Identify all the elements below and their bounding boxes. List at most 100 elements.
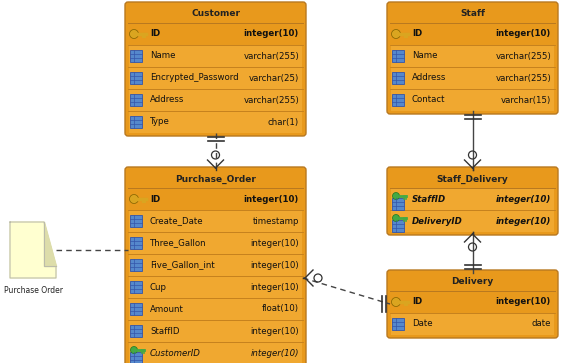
Bar <box>130 325 142 337</box>
Bar <box>129 111 302 132</box>
Bar <box>391 291 554 313</box>
Text: ID: ID <box>412 298 422 306</box>
Text: integer(10): integer(10) <box>251 348 299 358</box>
Bar <box>391 211 554 232</box>
Bar <box>129 298 302 319</box>
Text: Address: Address <box>412 73 447 82</box>
Circle shape <box>130 29 139 38</box>
Bar <box>130 94 142 106</box>
Bar <box>392 50 404 62</box>
Text: integer(10): integer(10) <box>250 238 299 248</box>
Bar <box>129 254 302 276</box>
Text: Customer: Customer <box>191 9 240 19</box>
Text: StaffID: StaffID <box>412 195 446 204</box>
Text: integer(10): integer(10) <box>496 216 551 225</box>
Text: varchar(255): varchar(255) <box>243 52 299 61</box>
FancyBboxPatch shape <box>387 270 558 338</box>
Bar <box>391 314 554 334</box>
Circle shape <box>130 195 139 204</box>
Text: Three_Gallon: Three_Gallon <box>150 238 207 248</box>
Text: Create_Date: Create_Date <box>150 216 204 225</box>
Bar <box>129 24 302 45</box>
Text: Purchase_Order: Purchase_Order <box>175 175 256 184</box>
Text: integer(10): integer(10) <box>244 195 299 204</box>
Bar <box>130 215 142 227</box>
Bar <box>129 90 302 110</box>
Bar <box>392 198 404 210</box>
Bar <box>130 303 142 315</box>
Text: ID: ID <box>412 29 422 38</box>
FancyBboxPatch shape <box>125 2 306 136</box>
Bar <box>391 90 554 110</box>
Text: integer(10): integer(10) <box>496 29 551 38</box>
Text: integer(10): integer(10) <box>250 326 299 335</box>
Bar <box>130 50 142 62</box>
Bar <box>391 24 554 45</box>
Bar <box>129 45 302 66</box>
Circle shape <box>131 347 138 354</box>
Text: ID: ID <box>150 29 160 38</box>
Text: Address: Address <box>150 95 184 105</box>
Text: date: date <box>532 319 551 329</box>
Text: Date: Date <box>412 319 433 329</box>
FancyBboxPatch shape <box>387 2 558 114</box>
FancyBboxPatch shape <box>125 167 306 363</box>
Text: char(1): char(1) <box>268 118 299 126</box>
Bar <box>129 68 302 89</box>
Text: varchar(255): varchar(255) <box>243 95 299 105</box>
Text: Cup: Cup <box>150 282 167 291</box>
FancyBboxPatch shape <box>387 167 558 235</box>
Bar <box>130 237 142 249</box>
Bar <box>129 277 302 298</box>
Bar <box>129 188 302 209</box>
Bar <box>129 343 302 363</box>
Text: Contact: Contact <box>412 95 445 105</box>
Text: Name: Name <box>412 52 437 61</box>
Text: float(10): float(10) <box>262 305 299 314</box>
Text: Five_Gallon_int: Five_Gallon_int <box>150 261 215 269</box>
Text: Amount: Amount <box>150 305 184 314</box>
Text: integer(10): integer(10) <box>244 29 299 38</box>
Text: integer(10): integer(10) <box>496 195 551 204</box>
Bar <box>130 72 142 84</box>
Text: CustomerID: CustomerID <box>150 348 201 358</box>
Text: varchar(25): varchar(25) <box>249 73 299 82</box>
Circle shape <box>392 29 400 38</box>
Bar <box>391 188 554 209</box>
Text: DeliveryID: DeliveryID <box>412 216 463 225</box>
Text: Encrypted_Password: Encrypted_Password <box>150 73 239 82</box>
Text: Purchase Order: Purchase Order <box>3 286 62 295</box>
Text: Staff: Staff <box>460 9 485 19</box>
Bar <box>129 321 302 342</box>
Polygon shape <box>10 222 56 278</box>
Bar <box>129 232 302 253</box>
Text: Name: Name <box>150 52 175 61</box>
Bar <box>391 45 554 66</box>
Bar <box>391 68 554 89</box>
Text: varchar(255): varchar(255) <box>495 73 551 82</box>
Text: ID: ID <box>150 195 160 204</box>
Text: StaffID: StaffID <box>150 326 179 335</box>
Text: varchar(255): varchar(255) <box>495 52 551 61</box>
Text: integer(10): integer(10) <box>250 282 299 291</box>
Polygon shape <box>44 222 56 266</box>
Circle shape <box>392 215 400 221</box>
Bar <box>392 72 404 84</box>
Bar <box>130 281 142 293</box>
Bar <box>392 220 404 232</box>
Text: integer(10): integer(10) <box>250 261 299 269</box>
Bar <box>130 116 142 128</box>
Bar <box>129 211 302 232</box>
Text: varchar(15): varchar(15) <box>501 95 551 105</box>
Text: timestamp: timestamp <box>252 216 299 225</box>
Text: Staff_Delivery: Staff_Delivery <box>437 175 508 184</box>
Text: integer(10): integer(10) <box>496 298 551 306</box>
Circle shape <box>392 192 400 200</box>
Text: Type: Type <box>150 118 170 126</box>
Bar <box>130 352 142 363</box>
Bar <box>392 94 404 106</box>
Bar <box>130 259 142 271</box>
Text: Delivery: Delivery <box>451 277 493 286</box>
Circle shape <box>392 298 400 306</box>
Bar <box>392 318 404 330</box>
